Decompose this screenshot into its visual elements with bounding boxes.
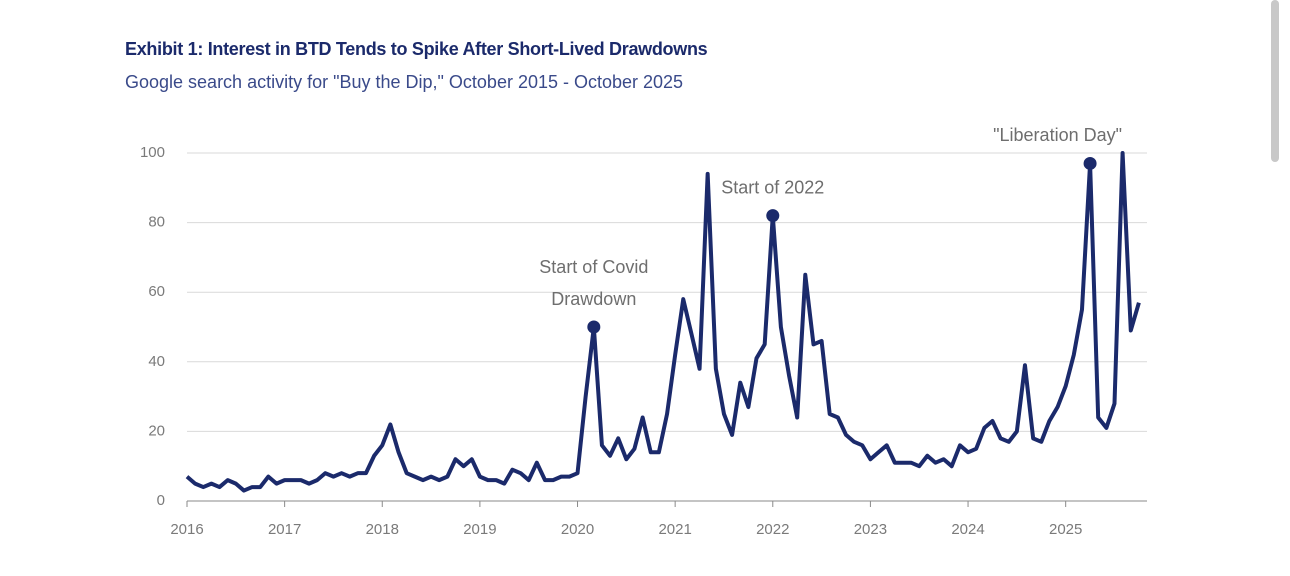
- x-tick-label: 2024: [951, 521, 984, 538]
- x-tick-label: 2022: [756, 521, 789, 538]
- x-tick-label: 2017: [268, 521, 301, 538]
- annotation: Start of Covid: [539, 257, 648, 277]
- annotation-dot: [1083, 156, 1097, 170]
- x-tick-label: 2019: [463, 521, 496, 538]
- annotation: "Liberation Day": [993, 125, 1122, 145]
- annotation-dot: [766, 209, 780, 223]
- x-tick-label: 2023: [854, 521, 887, 538]
- y-tick-label: 20: [148, 422, 165, 439]
- y-tick-label: 100: [140, 144, 165, 161]
- x-tick-label: 2021: [658, 521, 691, 538]
- chart-title: Exhibit 1: Interest in BTD Tends to Spik…: [125, 39, 708, 59]
- y-tick-label: 0: [157, 492, 165, 509]
- x-tick-label: 2016: [170, 521, 203, 538]
- scrollbar[interactable]: [1271, 0, 1279, 162]
- y-tick-label: 80: [148, 214, 165, 231]
- x-tick-label: 2020: [561, 521, 594, 538]
- x-tick-label: 2018: [366, 521, 399, 538]
- y-tick-label: 40: [148, 353, 165, 370]
- annotation-dot: [587, 320, 601, 334]
- line: [185, 151, 1141, 493]
- y-tick-label: 60: [148, 283, 165, 300]
- annotation: Start of 2022: [721, 177, 824, 197]
- x-tick-label: 2025: [1049, 521, 1082, 538]
- annotation: Drawdown: [551, 289, 636, 309]
- chart-subtitle: Google search activity for "Buy the Dip,…: [125, 72, 683, 92]
